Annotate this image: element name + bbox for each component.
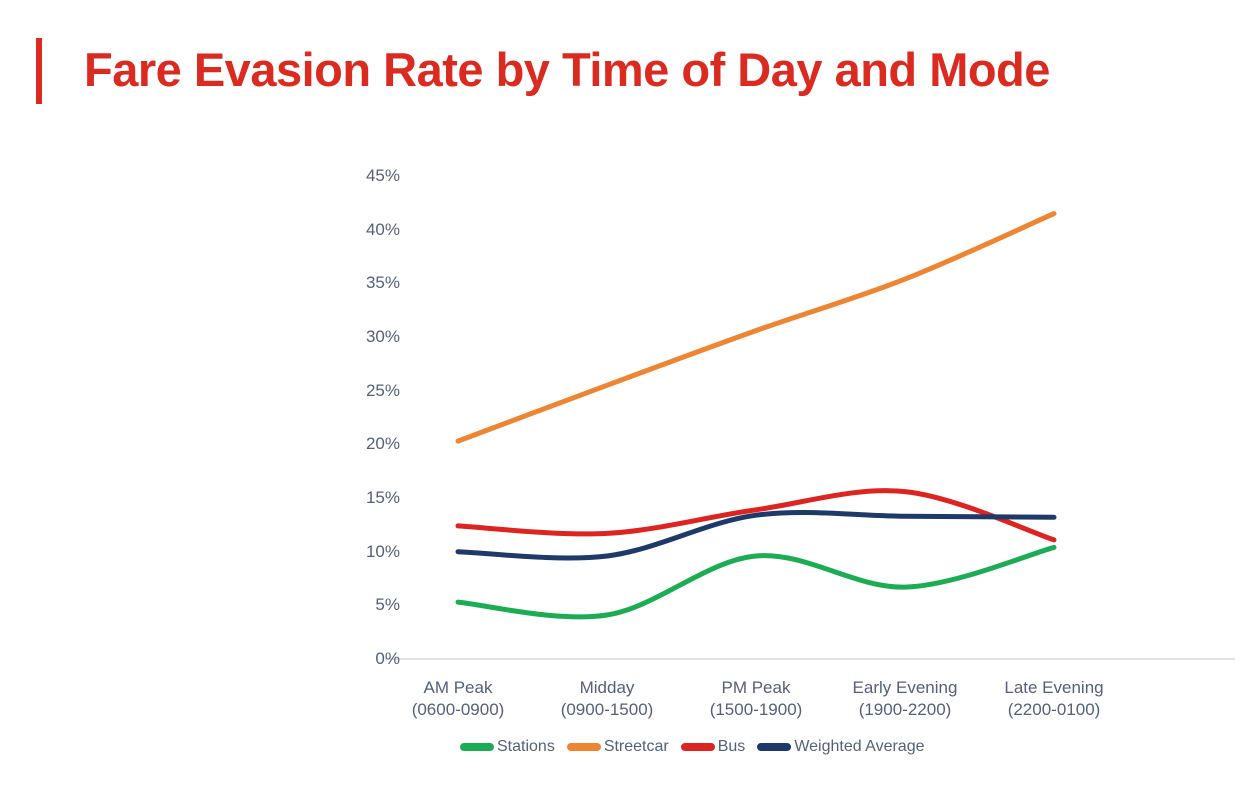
chart-legend: Stations Streetcar Bus Weighted Average [460, 737, 936, 757]
x-category-time-range: (0900-1500) [560, 700, 654, 719]
y-axis-tick: 15% [365, 488, 400, 507]
legend-swatch-icon [566, 743, 601, 751]
x-category-time-range: (0600-0900) [411, 700, 505, 719]
title-accent-bar [36, 38, 42, 104]
series-line-stations [455, 544, 1057, 620]
x-axis-category-label: Early Evening (1900-2200) [820, 677, 990, 721]
x-category-time-range: (2200-0100) [1007, 700, 1101, 719]
y-axis-tick: 40% [365, 219, 400, 239]
legend-item: Streetcar [566, 738, 669, 756]
y-axis-tick: 20% [365, 434, 400, 454]
x-category-time-range: (1500-1900) [709, 700, 803, 719]
legend-label: Streetcar [603, 738, 669, 755]
legend-item: Weighted Average [757, 738, 924, 756]
x-category-name: AM Peak [423, 678, 493, 697]
y-axis-tick: 10% [365, 541, 400, 561]
y-axis-tick: 35% [365, 273, 400, 293]
y-axis-tick: 30% [365, 327, 400, 346]
series-line-bus [455, 488, 1057, 543]
x-category-name: Midday [579, 678, 635, 697]
x-category-name: Late Evening [1004, 678, 1104, 697]
x-axis-category-label: Late Evening (2200-0100) [969, 677, 1139, 721]
series-line-streetcar [455, 211, 1057, 444]
legend-item: Stations [460, 738, 555, 756]
legend-item: Bus [680, 738, 746, 756]
x-category-time-range: (1900-2200) [858, 700, 952, 719]
y-axis-tick: 0% [375, 649, 400, 668]
page-title: Fare Evasion Rate by Time of Day and Mod… [84, 43, 1050, 96]
y-axis-tick: 25% [365, 380, 400, 400]
legend-swatch-icon [680, 743, 715, 751]
legend-label: Weighted Average [794, 738, 925, 755]
legend-label: Stations [497, 738, 555, 755]
x-axis-category-label: PM Peak (1500-1900) [671, 677, 841, 721]
legend-label: Bus [717, 738, 746, 755]
x-axis-category-label: AM Peak (0600-0900) [373, 677, 543, 721]
y-axis-tick: 5% [375, 595, 400, 615]
series-lines-group [455, 211, 1057, 620]
x-category-name: PM Peak [721, 678, 791, 697]
x-axis-category-label: Midday (0900-1500) [522, 677, 692, 721]
y-axis-tick: 45% [365, 166, 400, 185]
series-line-weighted-average [455, 509, 1057, 561]
legend-swatch-icon [460, 743, 494, 751]
legend-swatch-icon [757, 743, 792, 751]
x-category-name: Early Evening [852, 678, 958, 697]
